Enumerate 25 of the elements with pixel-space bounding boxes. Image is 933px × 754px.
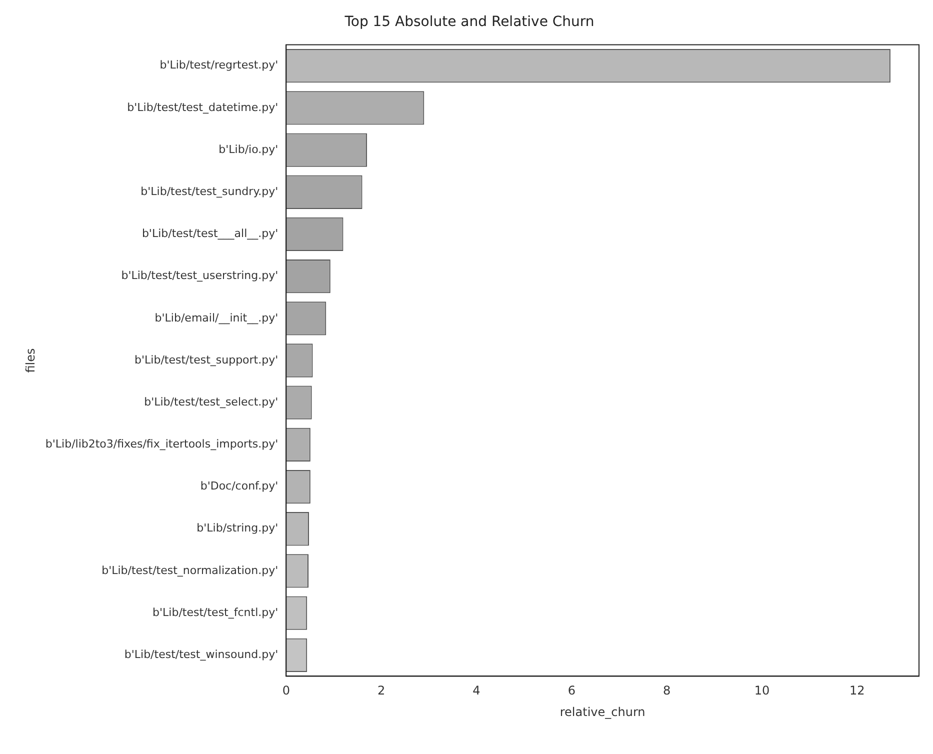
x-tick-label: 2 bbox=[377, 684, 386, 698]
y-tick-label: b'Lib/test/test_select.py' bbox=[144, 395, 278, 408]
y-tick-label: b'Lib/string.py' bbox=[196, 522, 278, 535]
x-axis-title: relative_churn bbox=[560, 704, 646, 719]
x-tick-label: 6 bbox=[568, 684, 576, 698]
y-axis-title: files bbox=[23, 348, 38, 373]
y-tick-label: b'Lib/test/test_datetime.py' bbox=[127, 100, 278, 114]
y-tick-label: b'Lib/lib2to3/fixes/fix_itertools_imports.py' bbox=[45, 438, 278, 451]
y-tick-label: b'Lib/test/test___all__.py' bbox=[142, 227, 278, 240]
y-tick-label: b'Lib/email/__init__.py' bbox=[154, 311, 278, 324]
x-tick-label: 0 bbox=[282, 684, 290, 698]
chart-title: Top 15 Absolute and Relative Churn bbox=[344, 14, 594, 30]
y-tick-label: b'Lib/test/test_normalization.py' bbox=[102, 564, 278, 577]
x-tick-label: 12 bbox=[850, 684, 865, 698]
y-tick-label: b'Lib/test/test_fcntl.py' bbox=[152, 606, 278, 619]
y-tick-label: b'Lib/test/test_winsound.py' bbox=[124, 648, 278, 662]
y-tick-label: b'Doc/conf.py' bbox=[200, 480, 278, 493]
x-tick-label: 8 bbox=[662, 684, 671, 698]
x-tick-label: 10 bbox=[754, 684, 770, 698]
y-tick-label: b'Lib/io.py' bbox=[218, 142, 278, 156]
x-tick-label: 4 bbox=[472, 684, 480, 698]
y-tick-label: b'Lib/test/test_userstring.py' bbox=[121, 269, 278, 282]
y-tick-label: b'Lib/test/regrtest.py' bbox=[160, 58, 278, 72]
y-tick-label: b'Lib/test/test_support.py' bbox=[134, 353, 278, 366]
y-tick-label: b'Lib/test/test_sundry.py' bbox=[140, 184, 278, 198]
